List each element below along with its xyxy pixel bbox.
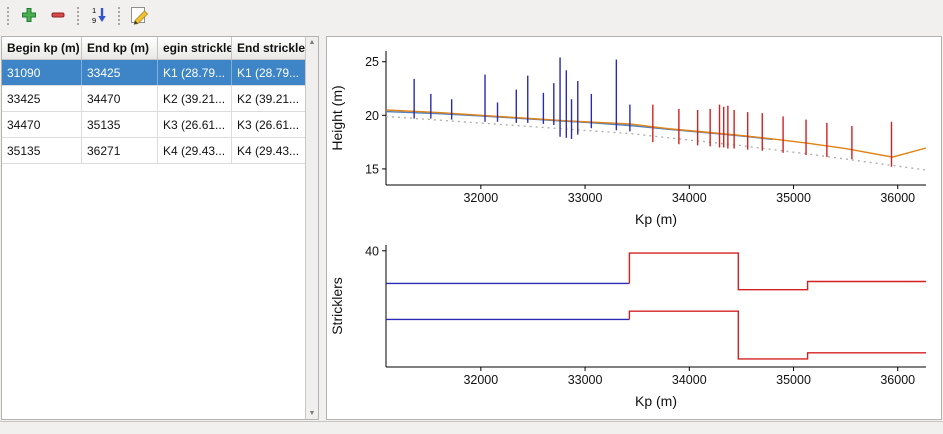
status-bar <box>0 421 943 434</box>
svg-text:20: 20 <box>365 109 379 123</box>
strickler-zones-table: Begin kp (m) End kp (m) egin strickle End s… <box>1 36 319 420</box>
svg-text:Height (m): Height (m) <box>329 85 345 150</box>
svg-text:36000: 36000 <box>880 373 915 387</box>
pencil-edit-icon <box>130 5 150 28</box>
charts-panel: 32000 33000 34000 35000 36000 15 20 25 Kp (m) Hei… <box>326 36 942 420</box>
stricklers-chart: 32000 33000 34000 35000 36000 40 Kp (m) Strickl… <box>329 244 926 409</box>
table-cell[interactable]: 35135 <box>2 138 82 163</box>
table-cell[interactable]: K3 (26.61... <box>232 112 305 137</box>
table-cell[interactable]: 35135 <box>82 112 158 137</box>
svg-text:34000: 34000 <box>672 191 707 205</box>
table-cell[interactable]: K4 (29.43... <box>158 138 232 163</box>
svg-text:25: 25 <box>365 55 379 69</box>
table-row[interactable]: 35135 36271 K4 (29.43... K4 (29.43... <box>2 138 305 164</box>
svg-text:9: 9 <box>92 16 96 25</box>
table-cell[interactable]: K1 (28.79... <box>232 60 305 85</box>
major-strickler-red <box>628 252 926 291</box>
svg-text:33000: 33000 <box>568 191 603 205</box>
table-body: 31090 33425 K1 (28.79... K1 (28.79... 33425 3… <box>2 60 305 164</box>
svg-text:40: 40 <box>365 244 379 258</box>
table-cell[interactable]: K2 (39.21... <box>232 86 305 111</box>
svg-text:1: 1 <box>92 6 96 15</box>
table-cell[interactable]: 33425 <box>82 60 158 85</box>
plus-icon <box>20 6 38 27</box>
table-row[interactable]: 33425 34470 K2 (39.21... K2 (39.21... <box>2 86 305 112</box>
column-header-2[interactable]: egin strickle <box>158 37 232 59</box>
toolbar-drag-handle[interactable] <box>118 7 121 25</box>
toolbar-drag-handle[interactable] <box>77 7 80 25</box>
table-cell[interactable]: 33425 <box>2 86 82 111</box>
toolbar: 1 9 <box>0 0 943 32</box>
svg-text:32000: 32000 <box>463 191 498 205</box>
sort-numeric-ascending-icon: 1 9 <box>89 5 109 28</box>
scroll-down-icon[interactable]: ▼ <box>308 410 316 417</box>
svg-text:Kp (m): Kp (m) <box>635 393 677 409</box>
table-cell[interactable]: 34470 <box>82 86 158 111</box>
svg-text:15: 15 <box>365 162 379 176</box>
svg-text:34000: 34000 <box>672 373 707 387</box>
scroll-up-icon[interactable]: ▲ <box>308 39 316 46</box>
svg-text:36000: 36000 <box>880 191 915 205</box>
edit-button[interactable] <box>127 3 153 29</box>
sort-button[interactable]: 1 9 <box>86 3 112 29</box>
height-profile-chart: 32000 33000 34000 35000 36000 15 20 25 Kp (m) Hei… <box>329 51 927 227</box>
table-cell[interactable]: 31090 <box>2 60 82 85</box>
column-header-3[interactable]: End strickler <box>232 37 305 59</box>
stricklers-chart-container: 32000 33000 34000 35000 36000 40 Kp (m) Strickl… <box>328 235 940 416</box>
svg-text:Stricklers: Stricklers <box>329 277 345 335</box>
table-cell[interactable]: K2 (39.21... <box>158 86 232 111</box>
svg-text:33000: 33000 <box>568 373 603 387</box>
table-scrollbar[interactable]: ▲ ▼ <box>305 37 318 419</box>
remove-row-button[interactable] <box>45 3 71 29</box>
bed-line-orange <box>385 109 927 158</box>
table-cell[interactable]: K3 (26.61... <box>158 112 232 137</box>
bed-line-blue <box>385 110 773 141</box>
table-header-row: Begin kp (m) End kp (m) egin strickle End s… <box>2 37 305 60</box>
svg-text:35000: 35000 <box>776 373 811 387</box>
table-cell[interactable]: 36271 <box>82 138 158 163</box>
table-cell[interactable]: K1 (28.79... <box>158 60 232 85</box>
column-header-0[interactable]: Begin kp (m) <box>2 37 82 59</box>
minus-icon <box>49 6 67 27</box>
toolbar-drag-handle[interactable] <box>7 7 10 25</box>
minor-strickler-red <box>628 310 926 360</box>
svg-text:Kp (m): Kp (m) <box>635 211 677 227</box>
add-row-button[interactable] <box>16 3 42 29</box>
table-row[interactable]: 31090 33425 K1 (28.79... K1 (28.79... <box>2 60 305 86</box>
table-cell[interactable]: 34470 <box>2 112 82 137</box>
height-chart-container: 32000 33000 34000 35000 36000 15 20 25 Kp (m) Hei… <box>328 39 940 234</box>
svg-text:32000: 32000 <box>463 373 498 387</box>
svg-text:35000: 35000 <box>776 191 811 205</box>
table: Begin kp (m) End kp (m) egin strickle End s… <box>2 37 305 419</box>
table-cell[interactable]: K4 (29.43... <box>232 138 305 163</box>
reference-line-dotted <box>385 115 927 171</box>
table-row[interactable]: 34470 35135 K3 (26.61... K3 (26.61... <box>2 112 305 138</box>
column-header-1[interactable]: End kp (m) <box>82 37 158 59</box>
